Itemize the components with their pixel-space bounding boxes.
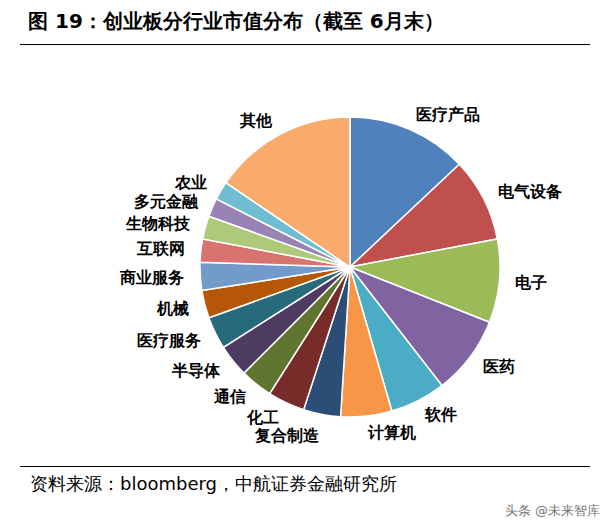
- svg-text:生物科技: 生物科技: [125, 214, 191, 233]
- svg-text:农业: 农业: [174, 173, 207, 192]
- svg-text:其他: 其他: [239, 111, 273, 130]
- svg-text:计算机: 计算机: [367, 423, 416, 442]
- svg-text:复合制造: 复合制造: [254, 426, 320, 445]
- svg-text:软件: 软件: [424, 405, 457, 424]
- svg-text:电气设备: 电气设备: [498, 182, 562, 201]
- svg-text:化工: 化工: [246, 408, 279, 427]
- html-text:资料来源：bloomberg，中航证券金融研究所: 资料来源：bloomberg，中航证券金融研究所: [30, 473, 397, 494]
- svg-text:电子: 电子: [515, 273, 547, 292]
- svg-text:通信: 通信: [213, 387, 246, 406]
- html-text:头条 @未来智库: 头条 @未来智库: [504, 503, 600, 518]
- html-text:图 19：创业板分行业市值分布（截至 6月末）: 图 19：创业板分行业市值分布（截至 6月末）: [28, 9, 444, 33]
- svg-text:互联网: 互联网: [136, 239, 185, 258]
- svg-text:医药: 医药: [483, 357, 515, 376]
- svg-text:机械: 机械: [156, 299, 189, 318]
- svg-text:多元金融: 多元金融: [134, 192, 199, 211]
- svg-text:医疗产品: 医疗产品: [416, 105, 480, 124]
- svg-text:医疗服务: 医疗服务: [137, 331, 201, 350]
- svg-text:半导体: 半导体: [171, 361, 221, 380]
- svg-text:商业服务: 商业服务: [119, 268, 184, 287]
